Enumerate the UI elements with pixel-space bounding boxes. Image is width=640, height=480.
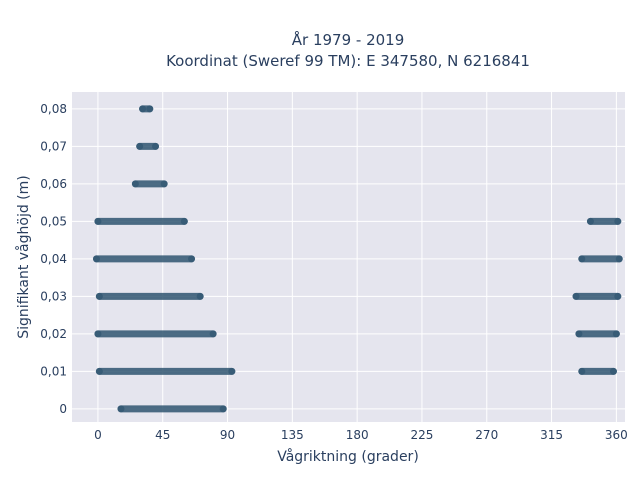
y-tick-label: 0: [59, 402, 67, 416]
data-point: [614, 217, 622, 225]
grid-lines: [72, 92, 625, 422]
y-tick-label: 0,02: [40, 327, 67, 341]
y-axis-label: Signifikant våghöjd (m): [15, 175, 32, 338]
chart-subtitle: Koordinat (Sweref 99 TM): E 347580, N 62…: [166, 52, 530, 70]
x-tick-label: 360: [605, 428, 628, 442]
data-point: [160, 180, 168, 188]
y-tick-label: 0,06: [40, 177, 67, 191]
data-point: [612, 330, 620, 338]
data-points: [92, 105, 623, 413]
data-point: [180, 217, 188, 225]
data-point: [146, 105, 154, 113]
data-point: [92, 255, 100, 263]
data-point: [94, 217, 102, 225]
data-point: [131, 180, 139, 188]
data-point: [117, 405, 125, 413]
data-point: [196, 292, 204, 300]
y-tick-label: 0,03: [40, 289, 67, 303]
y-tick-label: 0,07: [40, 139, 67, 153]
data-point: [94, 330, 102, 338]
x-axis-label: Vågriktning (grader): [277, 448, 419, 465]
data-point: [152, 142, 160, 150]
data-point: [228, 367, 236, 375]
x-tick-label: 45: [155, 428, 170, 442]
x-tick-label: 225: [410, 428, 433, 442]
x-tick-label: 180: [346, 428, 369, 442]
tick-labels: 0 45 90 135 180 225 270 315 360 0 0,01 0,02 0,03 0,04…: [40, 102, 628, 442]
x-tick-label: 90: [220, 428, 235, 442]
data-point: [188, 255, 196, 263]
data-point: [219, 405, 227, 413]
data-point: [95, 292, 103, 300]
x-tick-label: 0: [94, 428, 102, 442]
data-point: [136, 142, 144, 150]
x-tick-label: 135: [281, 428, 304, 442]
y-tick-label: 0,05: [40, 214, 67, 228]
chart-title: År 1979 - 2019: [292, 30, 405, 49]
data-point: [578, 367, 586, 375]
y-tick-label: 0,04: [40, 252, 67, 266]
data-point: [614, 292, 622, 300]
y-tick-label: 0,08: [40, 102, 67, 116]
data-point: [609, 367, 617, 375]
data-point: [575, 330, 583, 338]
data-point: [615, 255, 623, 263]
data-point: [572, 292, 580, 300]
y-tick-label: 0,01: [40, 364, 67, 378]
data-point: [139, 105, 147, 113]
data-point: [578, 255, 586, 263]
data-point: [209, 330, 217, 338]
data-point: [586, 217, 594, 225]
x-tick-label: 270: [475, 428, 498, 442]
data-point: [95, 367, 103, 375]
x-tick-label: 315: [540, 428, 563, 442]
